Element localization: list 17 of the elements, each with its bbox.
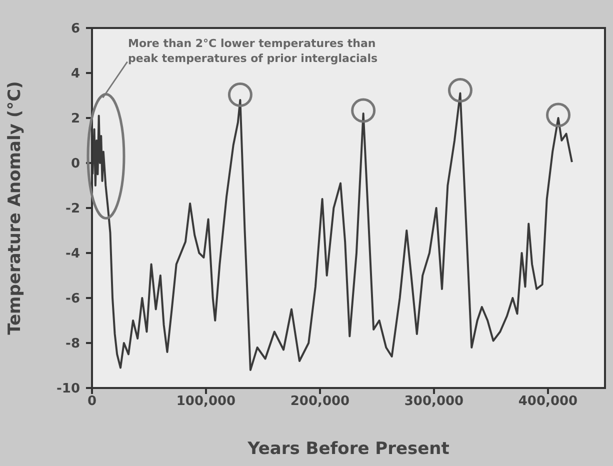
y-tick-label: 4 [70, 66, 80, 82]
y-tick-label: -8 [66, 336, 80, 352]
y-tick-label: -2 [66, 202, 80, 217]
x-tick-label: 0 [87, 394, 97, 410]
x-tick-label: 400,000 [518, 394, 578, 410]
y-tick-label: -10 [56, 382, 80, 397]
x-axis-title: Years Before Present [246, 439, 450, 459]
y-axis-title: Temperature Anomaly (°C) [5, 81, 26, 335]
y-tick-label: -4 [66, 246, 80, 262]
x-tick-label: 200,000 [290, 394, 350, 410]
y-tick-label: -6 [66, 292, 80, 307]
x-tick-label: 300,000 [404, 394, 464, 410]
y-tick-label: 0 [70, 156, 80, 172]
y-tick-label: 6 [70, 22, 80, 37]
y-tick-label: 2 [70, 112, 80, 127]
annotation: More than 2°C lower temperatures than peak temperatures of prior interglacials [128, 36, 378, 66]
x-tick-label: 100,000 [176, 394, 236, 410]
